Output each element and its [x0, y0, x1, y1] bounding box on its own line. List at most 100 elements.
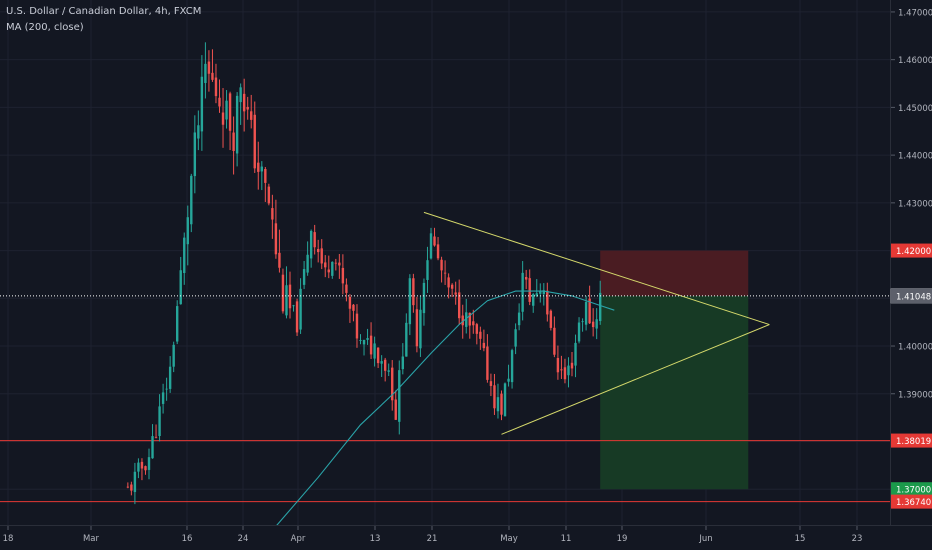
candle-body — [465, 312, 468, 327]
candle-body — [179, 270, 182, 305]
candle-body — [197, 125, 200, 139]
position-zones — [600, 250, 749, 490]
candle-body — [338, 262, 341, 266]
candle-body — [253, 114, 256, 169]
time-tick-label: 21 — [427, 534, 438, 544]
candle-body — [331, 261, 334, 276]
candle-body — [556, 357, 560, 373]
candle-body — [221, 112, 225, 125]
candle-body — [510, 350, 514, 383]
stop-loss-zone — [600, 250, 749, 296]
candle-body — [183, 237, 186, 274]
candle-body — [468, 312, 471, 326]
chart-title: U.S. Dollar / Canadian Dollar, 4h, FXCM — [6, 6, 202, 17]
candle-body — [334, 262, 338, 264]
candle-body — [260, 166, 263, 172]
candle-body — [348, 296, 352, 309]
ma-200-line — [268, 290, 615, 535]
candle-body — [503, 383, 507, 417]
candle-body — [235, 95, 239, 154]
candle-body — [380, 361, 383, 364]
candle-body — [394, 399, 397, 420]
candle-body — [320, 248, 323, 264]
time-tick-label: 23 — [852, 534, 863, 544]
candle-body — [278, 252, 281, 268]
candle-body — [493, 385, 496, 409]
price-axis-panel[interactable] — [891, 0, 932, 550]
candle-body — [359, 340, 362, 342]
candle-body — [218, 97, 221, 107]
candle-body — [486, 346, 489, 380]
candle-body — [154, 436, 158, 438]
candle-body — [412, 278, 415, 306]
candle-body — [144, 466, 147, 471]
candle-body — [489, 381, 493, 386]
upper-trendline — [423, 211, 770, 326]
candle-body — [419, 309, 422, 349]
candle-body — [186, 217, 189, 245]
candle-body — [383, 359, 387, 371]
price-tick-label: 1.47000 — [898, 8, 932, 18]
candle-body — [242, 93, 246, 112]
candle-body — [521, 272, 524, 312]
candle-body — [500, 393, 503, 415]
candle-body — [355, 313, 359, 339]
candle-body — [341, 267, 345, 284]
time-axis-panel[interactable] — [0, 525, 932, 550]
candle-body — [415, 309, 419, 347]
candle-body — [327, 269, 330, 273]
candle-body — [288, 284, 292, 309]
candle-body — [517, 312, 521, 326]
candle-body — [151, 436, 154, 459]
candle-body — [535, 293, 538, 296]
candle-body — [591, 321, 595, 328]
candle-body — [264, 169, 267, 183]
time-tick-label: 16 — [182, 534, 193, 544]
level-badge — [891, 482, 932, 497]
candle-body — [482, 342, 486, 349]
candle-body — [373, 343, 376, 359]
candle-body — [532, 294, 535, 306]
time-tick-label: Apr — [291, 534, 306, 544]
candle-body — [440, 259, 443, 271]
candle-body — [200, 76, 204, 132]
candle-body — [306, 254, 309, 273]
candle-body — [376, 347, 380, 364]
candle-body — [401, 356, 404, 370]
candle-body — [281, 274, 285, 312]
candle-body — [137, 462, 140, 472]
candle-body — [267, 186, 271, 204]
time-tick-label: 19 — [617, 534, 628, 544]
candle-body — [429, 233, 433, 259]
candle-body — [567, 365, 570, 376]
candle-body — [539, 291, 542, 294]
candle-body — [324, 262, 327, 268]
candle-body — [447, 277, 450, 288]
candle-body — [479, 331, 482, 339]
candle-body — [225, 100, 228, 120]
time-tick-label: 13 — [370, 534, 381, 544]
candle-body — [560, 369, 563, 371]
indicator-legend: MA (200, close) — [6, 22, 84, 33]
candle-body — [126, 486, 130, 488]
candle-body — [362, 339, 366, 345]
candle-body — [285, 285, 288, 316]
candle-body — [299, 288, 302, 330]
candle-body — [391, 367, 394, 401]
candle-body — [239, 87, 242, 103]
candle-body — [274, 223, 278, 255]
candle-body — [246, 106, 249, 110]
candle-body — [214, 77, 218, 97]
price-tick-label: 1.45000 — [898, 104, 932, 114]
candle-body — [250, 111, 253, 120]
candle-body — [345, 284, 348, 293]
candle-body — [130, 484, 133, 491]
candle-body — [257, 162, 260, 172]
candle-body — [450, 284, 454, 289]
candle-body — [228, 93, 232, 131]
candles — [126, 42, 602, 505]
candle-body — [292, 305, 295, 307]
